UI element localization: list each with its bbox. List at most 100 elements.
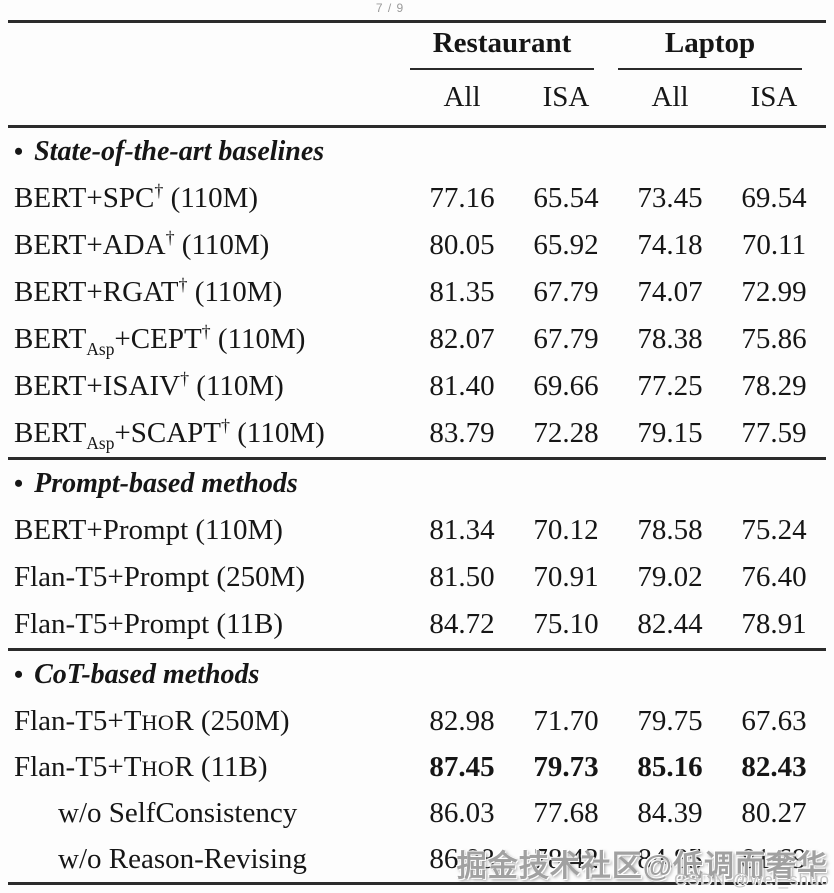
score-cell: 79.75 [637, 704, 703, 737]
score-cell: 82.07 [429, 323, 495, 355]
table-row: BERT+RGAT† (110M) 81.35 67.79 74.07 72.99 [8, 269, 826, 316]
table-row: Flan-T5+THOR (11B) 87.45 79.73 85.16 82.43 [8, 744, 826, 790]
score-cell: 78.29 [741, 370, 807, 402]
section-header: • CoT-based methods [8, 651, 826, 698]
score-cell: 74.07 [637, 276, 703, 308]
score-cell: 70.91 [533, 561, 599, 593]
method-label: w/o SelfConsistency [58, 796, 298, 829]
score-cell: 81.35 [429, 276, 495, 308]
column-group-header-row: Restaurant Laptop [8, 23, 826, 70]
score-cell: 81.40 [429, 370, 495, 402]
score-cell: 67.79 [533, 323, 599, 355]
table-row: BERTAsp+CEPT† (110M) 82.07 67.79 78.38 75.86 [8, 316, 826, 363]
method-label: Flan-T5+Prompt (11B) [14, 608, 284, 640]
score-cell: 71.70 [533, 704, 599, 737]
score-cell: 79.02 [637, 561, 703, 593]
section-header: • State-of-the-art baselines [8, 128, 826, 175]
bullet-icon: • [14, 659, 24, 689]
table-bottom-rule [8, 882, 826, 885]
column-group-laptop: Laptop [618, 23, 802, 70]
score-cell: 82.44 [637, 608, 703, 640]
table-row: Flan-T5+Prompt (11B) 84.72 75.10 82.44 78.91 [8, 601, 826, 648]
table-row: w/o SelfConsistency 86.03 77.68 84.39 80.27 [8, 790, 826, 836]
score-cell: 86.88 [429, 842, 495, 875]
score-cell: 82.98 [429, 704, 495, 737]
table-row: BERT+Prompt (110M) 81.34 70.12 78.58 75.24 [8, 507, 826, 554]
score-cell: 67.63 [741, 704, 807, 737]
score-cell: 73.45 [637, 182, 703, 214]
method-label: BERT+ADA† (110M) [14, 227, 270, 261]
score-cell: 70.11 [741, 229, 807, 261]
method-label: Flan-T5+THOR (250M) [14, 704, 290, 737]
score-cell: 81.69 [741, 842, 807, 875]
sub-header-row: All ISA All ISA [8, 70, 826, 125]
table-row: BERTAsp+SCAPT† (110M) 83.79 72.28 79.15 77.5… [8, 410, 826, 457]
score-cell: 72.99 [741, 276, 807, 308]
score-cell: 81.34 [429, 514, 495, 546]
score-cell: 87.45 [429, 750, 495, 783]
section-divider-rule [8, 457, 826, 460]
page-indicator: 7 / 9 [375, 1, 405, 15]
table-row: BERT+ISAIV† (110M) 81.40 69.66 77.25 78.29 [8, 363, 826, 410]
method-label: Flan-T5+THOR (11B) [14, 750, 268, 783]
score-cell: 79.15 [637, 417, 703, 449]
section-title: Prompt-based methods [34, 467, 298, 499]
score-cell: 74.18 [637, 229, 703, 261]
method-label: BERTAsp+SCAPT† (110M) [14, 415, 325, 453]
method-label: BERTAsp+CEPT† (110M) [14, 321, 306, 359]
score-cell: 65.54 [533, 182, 599, 214]
score-cell: 82.43 [741, 750, 807, 783]
table-row: BERT+ADA† (110M) 80.05 65.92 74.18 70.11 [8, 222, 826, 269]
method-label: BERT+Prompt (110M) [14, 514, 283, 546]
bullet-icon: • [14, 468, 24, 498]
section-title: CoT-based methods [34, 658, 260, 690]
score-cell: 81.50 [429, 561, 495, 593]
score-cell: 84.39 [637, 796, 703, 829]
column-header-all-0: All [443, 81, 481, 113]
score-cell: 79.73 [533, 750, 599, 783]
results-table: Restaurant Laptop All ISA All ISA • State-of… [8, 20, 826, 885]
score-cell: 78.91 [741, 608, 807, 640]
bullet-icon: • [14, 136, 24, 166]
score-cell: 84.85 [637, 842, 703, 875]
score-cell: 69.54 [741, 182, 807, 214]
table-row: Flan-T5+Prompt (250M) 81.50 70.91 79.02 76.4… [8, 554, 826, 601]
score-cell: 70.12 [533, 514, 599, 546]
section-title: State-of-the-art baselines [34, 135, 325, 167]
column-header-isa-1: ISA [542, 81, 590, 113]
table-row: Flan-T5+THOR (250M) 82.98 71.70 79.75 67.63 [8, 698, 826, 744]
header-bottom-rule [8, 125, 826, 128]
score-cell: 77.59 [741, 417, 807, 449]
score-cell: 77.68 [533, 796, 599, 829]
score-cell: 85.16 [637, 750, 703, 783]
table-row: w/o Reason-Revising 86.88 78.42 84.85 81.69 [8, 836, 826, 882]
score-cell: 75.86 [741, 323, 807, 355]
score-cell: 78.38 [637, 323, 703, 355]
score-cell: 80.27 [741, 796, 807, 829]
score-cell: 65.92 [533, 229, 599, 261]
column-group-restaurant: Restaurant [410, 23, 594, 70]
method-label: BERT+SPC† (110M) [14, 180, 259, 214]
column-header-isa-3: ISA [750, 81, 798, 113]
score-cell: 84.72 [429, 608, 495, 640]
score-cell: 76.40 [741, 561, 807, 593]
table-top-rule [8, 20, 826, 23]
score-cell: 83.79 [429, 417, 495, 449]
table-row: BERT+SPC† (110M) 77.16 65.54 73.45 69.54 [8, 175, 826, 222]
method-label: BERT+ISAIV† (110M) [14, 368, 284, 402]
table-body: • State-of-the-art baselines BERT+SPC† (11… [8, 128, 826, 885]
method-label: Flan-T5+Prompt (250M) [14, 561, 306, 593]
score-cell: 69.66 [533, 370, 599, 402]
score-cell: 67.79 [533, 276, 599, 308]
section-header: • Prompt-based methods [8, 460, 826, 507]
score-cell: 80.05 [429, 229, 495, 261]
method-label: BERT+RGAT† (110M) [14, 274, 283, 308]
column-header-all-2: All [651, 81, 689, 113]
score-cell: 78.42 [533, 842, 599, 875]
score-cell: 77.16 [429, 182, 495, 214]
method-label: w/o Reason-Revising [58, 842, 307, 875]
section-divider-rule [8, 648, 826, 651]
score-cell: 78.58 [637, 514, 703, 546]
score-cell: 77.25 [637, 370, 703, 402]
score-cell: 72.28 [533, 417, 599, 449]
